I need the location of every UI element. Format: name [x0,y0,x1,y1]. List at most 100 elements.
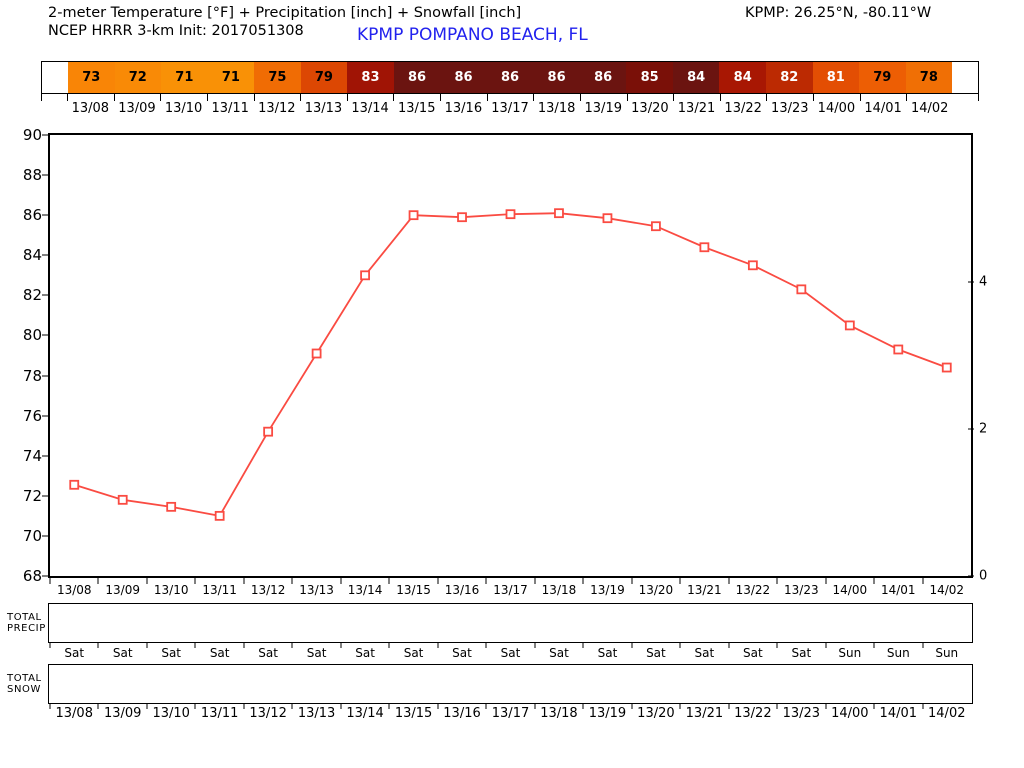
x-axis-bottom-tick [922,704,924,709]
x-axis-main-tick [437,578,439,584]
colorbar-time-label: 13/21 [677,101,716,116]
day-of-week-tick [146,643,148,648]
day-of-week-label: Sat [258,646,278,660]
day-of-week-label: Sat [597,646,618,660]
colorbar-cell: 75 [254,62,301,93]
colorbar-cell: 71 [161,62,208,93]
x-axis-bottom-label: 13/18 [540,706,578,721]
day-of-week-tick [631,643,633,648]
y-axis-right-label: 0 [979,568,988,584]
y-axis-right-tick [968,428,974,430]
x-axis-main-label: 13/21 [687,583,722,597]
x-axis-bottom-tick [340,704,342,709]
x-axis-main-label: 13/22 [735,583,771,597]
y-axis-left-tick [42,535,48,537]
temperature-marker [699,242,710,253]
total-precip-label-line1: TOTAL [7,612,42,623]
colorbar-cell: 79 [859,62,906,93]
day-of-week-label: Sat [355,646,375,660]
colorbar-time-label: 13/17 [491,101,529,116]
x-axis-main-tick [97,578,99,584]
colorbar-time-label: 14/01 [864,101,902,116]
x-axis-bottom-tick [534,704,536,709]
colorbar-edge-tick [41,94,42,101]
colorbar-cell: 82 [765,62,813,93]
colorbar-cell: 72 [114,62,162,93]
y-axis-left-label: 84 [22,246,42,265]
day-of-week-ticks [48,643,973,650]
day-of-week-tick [49,643,51,648]
colorbar-time-label: 13/09 [118,101,156,116]
x-axis-bottom-tick [194,704,196,709]
colorbar-tick-marks [41,94,979,103]
temperature-marker [263,426,274,437]
x-axis-bottom-label: 13/22 [734,706,772,721]
day-of-week-label: Sat [452,646,472,660]
temperature-marker [505,209,516,220]
x-axis-main-label: 14/01 [880,583,916,597]
x-axis-main-tick [291,578,293,584]
temperature-marker [554,208,564,219]
y-axis-left-tick [42,294,48,296]
x-axis-bottom-tick [146,704,148,709]
x-axis-bottom-label: 13/10 [152,706,190,721]
x-axis-bottom-label: 13/19 [588,706,627,721]
temperature-line [73,212,948,517]
x-axis-bottom-label: 13/11 [200,706,239,721]
colorbar-time-label: 14/02 [910,101,949,116]
total-snow-label-line1: TOTAL [7,673,42,684]
colorbar-tick [346,94,348,101]
x-axis-main-label: 13/12 [250,583,286,597]
x-axis-main-tick [679,578,681,584]
x-axis-main-label: 13/23 [784,583,819,597]
day-of-week-tick [873,643,875,648]
x-axis-main-tick [146,578,148,584]
colorbar-cell: 79 [300,62,348,93]
x-axis-main-label: 13/16 [444,583,480,597]
x-axis-bottom-label: 13/14 [346,706,384,721]
y-axis-left-label: 90 [22,126,42,144]
y-axis-left-label: 82 [22,286,42,305]
colorbar-time-label: 13/08 [71,101,110,116]
colorbar-time-label: 13/23 [771,101,809,116]
temperature-marker [214,510,225,521]
temperature-marker [117,494,128,505]
y-axis-left-tick [42,495,48,497]
colorbar-cell: 86 [533,62,580,93]
colorbar-time-label: 13/18 [537,101,576,116]
y-axis-left-label: 88 [22,166,42,185]
x-axis-main-label: 14/02 [929,583,965,597]
x-axis-bottom-tick [485,704,487,709]
x-axis-bottom-tick [582,704,584,709]
y-axis-left-ticks [42,133,50,578]
day-of-week-label: Sat [64,646,85,660]
x-axis-main-tick [728,578,730,584]
x-axis-bottom-tick [49,704,51,709]
x-axis-main-tick [922,578,924,584]
day-of-week-label: Sat [549,646,569,660]
colorbar-cell: 73 [68,62,115,93]
temperature-marker [408,210,419,221]
colorbar-tick [206,94,208,101]
y-axis-left-label: 76 [22,406,42,425]
day-of-week-tick [825,643,827,648]
x-axis-bottom-tick [291,704,293,709]
y-axis-left-tick [42,375,48,377]
x-axis-bottom-label: 13/20 [637,706,675,721]
x-axis-main-label: 14/00 [832,583,868,597]
colorbar-edge-tick [978,94,979,101]
x-axis-bottom-tick [388,704,390,709]
colorbar-cells: 73 72 71 71 75 79 83 86 86 86 86 86 85 84 84 82 81 79 78 [68,62,953,93]
x-axis-main-label: 13/13 [299,583,334,597]
x-axis-main-tick [243,578,245,584]
colorbar-tick [160,94,162,101]
x-axis-bottom-label: 13/16 [443,706,481,721]
temperature-marker [457,212,467,223]
day-of-week-label: Sat [161,646,182,660]
y-axis-left-tick [42,134,48,136]
x-axis-bottom-ticks [48,704,973,711]
day-of-week-tick [485,643,487,648]
colorbar-tick [579,94,581,101]
x-axis-main-tick [776,578,778,584]
